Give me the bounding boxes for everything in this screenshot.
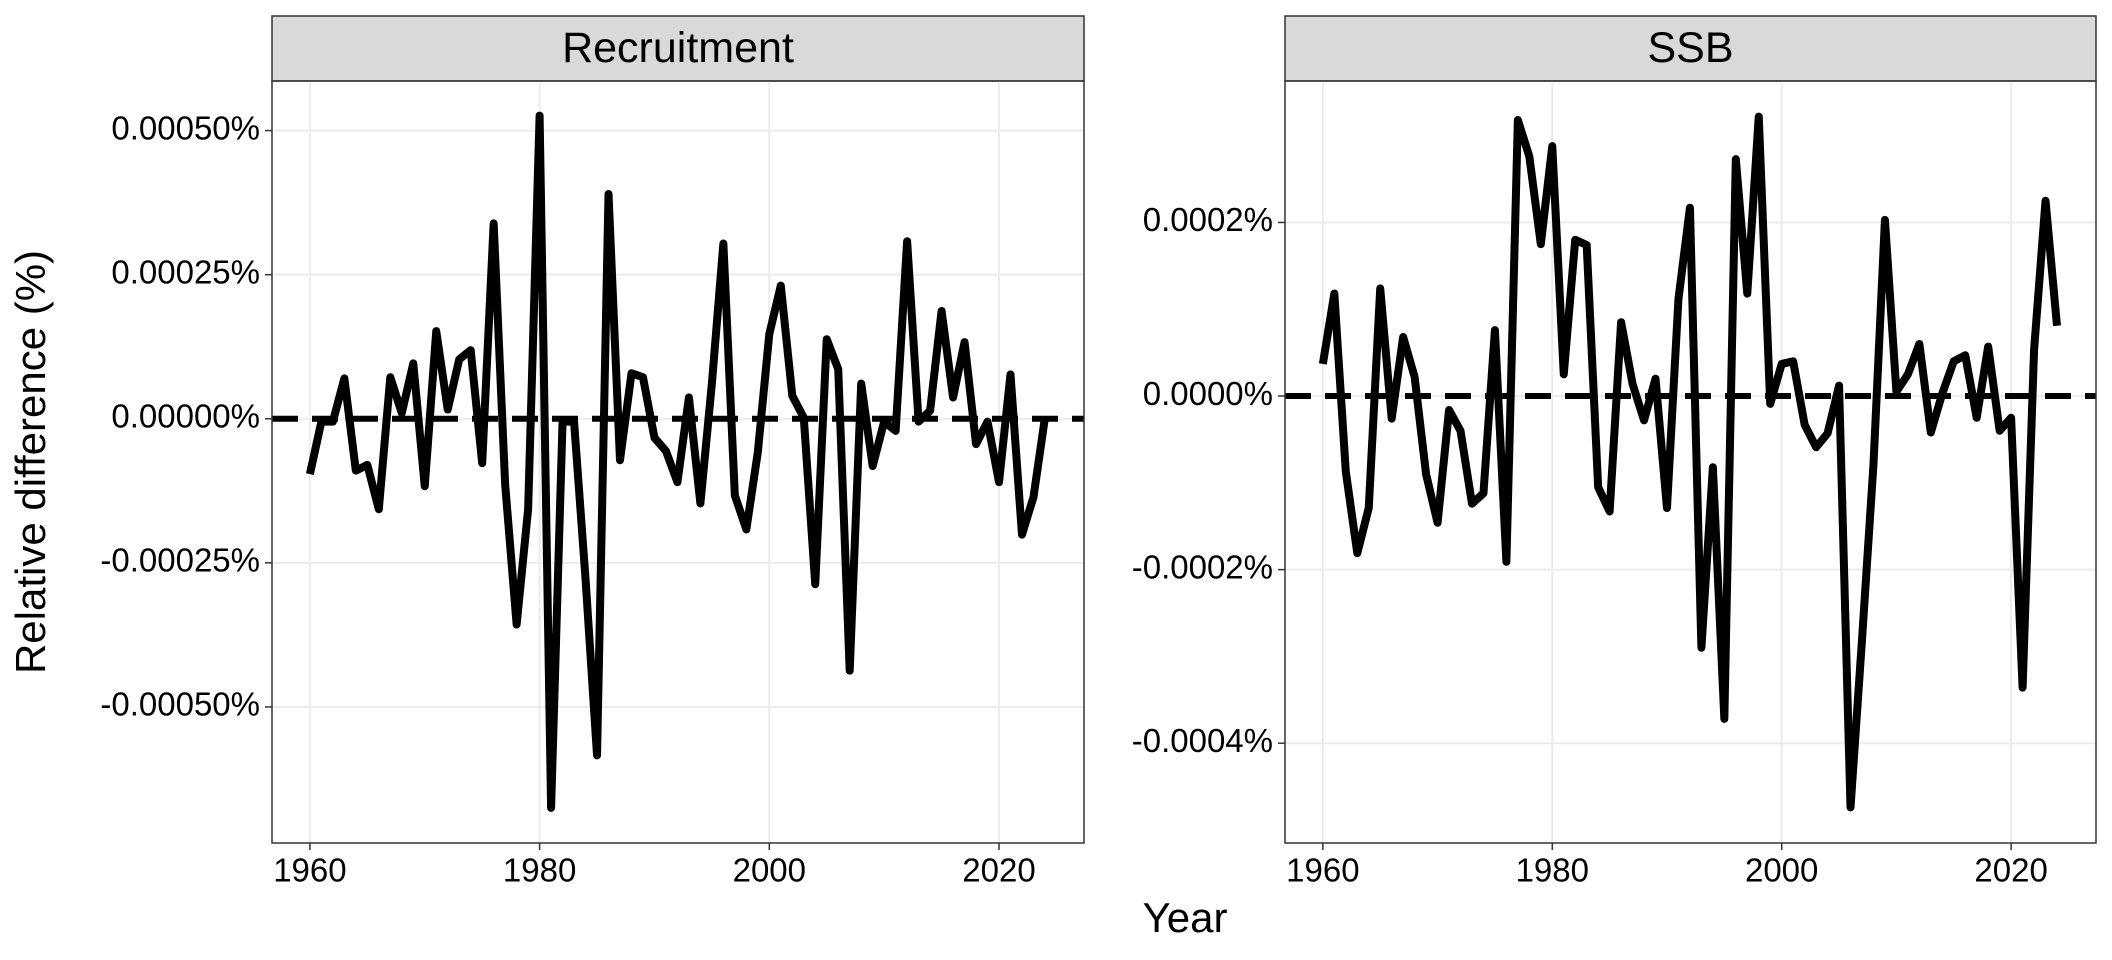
- data-line: [305, 111, 1049, 812]
- y-tick-label: -0.00025%: [100, 542, 260, 579]
- x-tick-label: 2000: [1745, 852, 1818, 889]
- strip-background: [271, 15, 1085, 82]
- y-tick-label: -0.00050%: [100, 686, 260, 723]
- x-tick-label: 1960: [273, 852, 346, 889]
- data-line: [1318, 112, 2061, 812]
- y-tick-label: 0.00050%: [111, 109, 260, 146]
- x-tick-label: 2020: [962, 852, 1035, 889]
- plot-background: [1285, 81, 2096, 843]
- strip-title: SSB: [1647, 24, 1733, 72]
- x-tick-label: 1960: [1286, 852, 1359, 889]
- y-tick-label: 0.00025%: [111, 253, 260, 290]
- x-tick-label: 2000: [733, 852, 806, 889]
- y-tick-label: 0.0000%: [1143, 375, 1273, 412]
- y-tick-label: 0.00000%: [111, 397, 260, 434]
- y-tick-label: -0.0002%: [1132, 548, 1273, 585]
- strip-title: Recruitment: [562, 24, 794, 72]
- x-tick-label: 1980: [1516, 852, 1589, 889]
- x-tick-label: 1980: [503, 852, 576, 889]
- x-tick-label: 2020: [1974, 852, 2047, 889]
- y-tick-label: 0.0002%: [1143, 201, 1273, 238]
- strip-background: [1284, 15, 2097, 82]
- plot-border: [1284, 80, 2097, 844]
- x-axis-title: Year: [1143, 894, 1228, 941]
- y-tick-label: -0.0004%: [1132, 722, 1273, 759]
- plot-border: [271, 80, 1085, 844]
- y-axis-title: Relative difference (%): [7, 250, 54, 674]
